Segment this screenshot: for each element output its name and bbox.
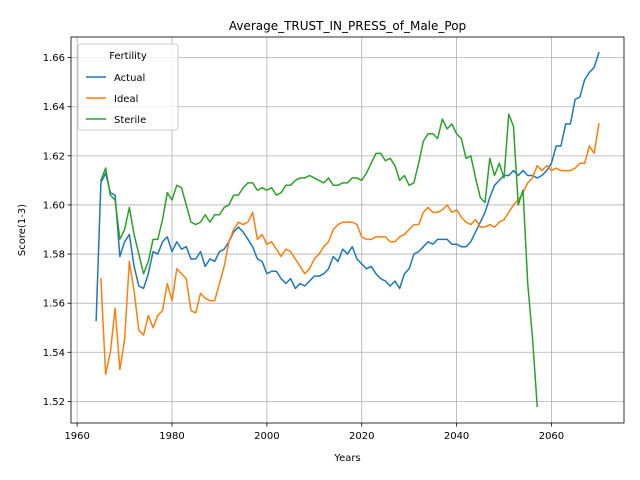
- legend-title: Fertility: [109, 51, 147, 62]
- y-tick-label: 1.54: [43, 348, 65, 359]
- plot-frame: [70, 36, 625, 424]
- legend: Fertility Actual Ideal Sterile: [77, 43, 179, 131]
- x-axis-title: Years: [333, 453, 360, 464]
- x-tick-label: 2020: [349, 431, 374, 442]
- series-lines: [95, 51, 600, 408]
- y-tick-label: 1.56: [43, 299, 65, 310]
- y-axis-title: Score(1-3): [17, 204, 28, 256]
- x-tick-label: 2060: [539, 431, 564, 442]
- legend-box: [77, 43, 179, 131]
- x-tick-label: 1960: [64, 431, 89, 442]
- y-tick-label: 1.60: [43, 200, 65, 211]
- x-tick-label: 2000: [254, 431, 279, 442]
- y-tick-label: 1.52: [43, 397, 65, 408]
- x-tick-label: 2040: [444, 431, 469, 442]
- chart-title: Average_TRUST_IN_PRESS_of_Male_Pop: [229, 19, 466, 33]
- legend-label-sterile: Sterile: [114, 115, 146, 126]
- y-axis-ticks: 1.52 1.54 1.56 1.58 1.60 1.62 1.64 1.66: [43, 53, 71, 408]
- series-line-ideal: [100, 123, 600, 376]
- legend-label-ideal: Ideal: [114, 94, 138, 105]
- y-tick-label: 1.66: [43, 53, 65, 64]
- series-line-sterile: [99, 113, 539, 408]
- legend-entries: Actual Ideal Sterile: [86, 73, 146, 126]
- y-tick-label: 1.64: [43, 102, 65, 113]
- y-tick-label: 1.58: [43, 250, 65, 261]
- series-line-actual: [95, 51, 600, 322]
- legend-label-actual: Actual: [114, 73, 145, 84]
- y-tick-label: 1.62: [43, 151, 65, 162]
- x-tick-label: 1980: [159, 431, 184, 442]
- x-axis-ticks: 1960 1980 2000 2020 2040 2060: [64, 423, 564, 442]
